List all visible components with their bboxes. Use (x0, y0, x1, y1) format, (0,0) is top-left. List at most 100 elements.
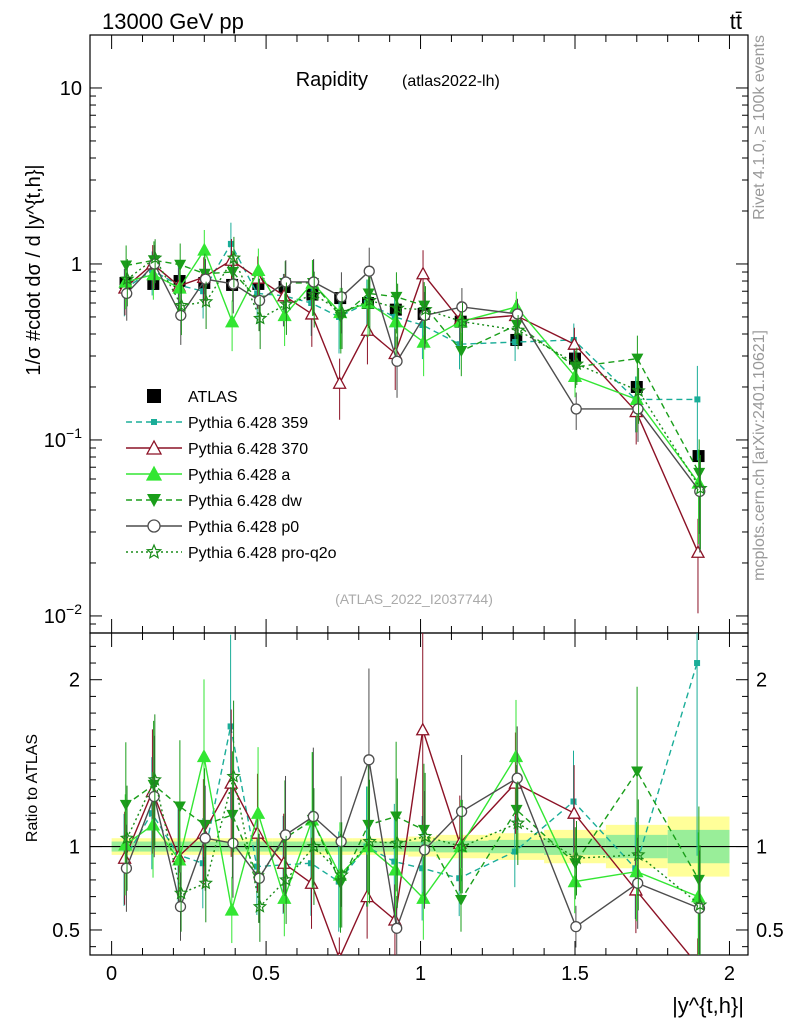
ratio-point-p359 (694, 660, 701, 667)
ratio-series-pdw (119, 686, 705, 954)
x-tick-label: 0.5 (252, 963, 280, 985)
ratio-series-pq2o (119, 700, 708, 955)
x-tick-label: 1.5 (561, 963, 589, 985)
point-pa (277, 308, 292, 322)
ratio-line-p370 (123, 729, 691, 955)
point-pq2o (253, 310, 268, 325)
legend-marker (151, 419, 157, 425)
ratio-point-pa (629, 864, 644, 878)
point-pa (251, 262, 266, 276)
point-pa (146, 267, 161, 281)
legend-item-pdw: Pythia 6.428 dw (126, 493, 302, 510)
point-pq2o (279, 296, 294, 311)
point-pdw (334, 311, 347, 323)
ratio-point-pa (416, 890, 431, 904)
point-pq2o (693, 480, 708, 495)
legend-marker (145, 465, 163, 481)
legend-marker (147, 519, 161, 533)
ratio-point-p370 (250, 825, 265, 839)
ratio-point-pdw (334, 878, 347, 890)
ratio-point-pp0 (511, 772, 523, 784)
point-p370 (276, 288, 292, 302)
legend-item-ATLAS: ATLAS (147, 389, 238, 406)
point-pp0 (121, 287, 133, 300)
legend-label: Pythia 6.428 a (188, 467, 290, 484)
point-p370 (567, 336, 582, 350)
ratio-point-pq2o (306, 839, 322, 853)
point-p359 (227, 240, 234, 247)
point-p359 (456, 341, 463, 348)
point-pp0 (363, 265, 375, 277)
ratio-point-pq2o (455, 839, 470, 853)
legend-item-pq2o: Pythia 6.428 pro-q2o (126, 543, 337, 562)
ratio-point-pq2o (198, 875, 213, 890)
main-y-tick-label: 10−2 (44, 601, 82, 628)
point-pq2o (306, 287, 322, 301)
ratio-point-pa (118, 837, 133, 851)
point-pa (172, 280, 187, 294)
point-pa (360, 295, 376, 309)
point-pq2o (334, 304, 350, 319)
plot-title-suffix: (atlas2022-lh) (402, 73, 500, 90)
ratio-point-p359 (148, 810, 155, 817)
mcplots-label: mcplots.cern.ch [arXiv:2401.10621] (751, 330, 768, 581)
ratio-plot-frame (89, 632, 749, 956)
legend-label: Pythia 6.428 359 (188, 415, 308, 432)
point-pdw (174, 259, 187, 271)
ratio-point-pdw (390, 811, 403, 823)
point-pq2o (174, 298, 189, 312)
ratio-y-axis-label: Ratio to ATLAS (24, 734, 41, 842)
ratio-point-pq2o (252, 899, 268, 913)
main-y-tick-label: 10−1 (44, 425, 82, 452)
point-pp0 (253, 294, 266, 307)
x-tick-label: 2 (724, 963, 735, 985)
point-pa (388, 314, 403, 328)
ratio-point-pa (691, 889, 706, 903)
ratio-point-pp0 (227, 837, 239, 849)
ratio-point-pq2o (173, 885, 189, 900)
ratio-point-pdw (147, 779, 160, 791)
ratio-point-pp0 (279, 829, 292, 841)
legend-marker (145, 543, 163, 559)
series-pp0 (121, 245, 706, 553)
rivet-version-label: Rivet 4.1.0, ≥ 100k events (751, 35, 768, 220)
point-pa (225, 314, 240, 328)
ratio-point-p359 (419, 865, 426, 872)
ratio-point-pdw (510, 804, 523, 816)
main-y-tick-label: 10 (60, 78, 82, 100)
point-pp0 (307, 276, 320, 288)
ratio-point-p370 (628, 882, 643, 896)
ratio-point-pa (196, 749, 212, 763)
ratio-point-pp0 (120, 862, 133, 874)
legend-item-p370: Pythia 6.428 370 (126, 439, 308, 458)
process-label: tt̄ (730, 9, 742, 34)
point-pq2o (569, 356, 584, 371)
ratio-point-p370 (567, 805, 582, 819)
ratio-point-pp0 (455, 805, 468, 818)
ratio-point-pdw (198, 819, 211, 831)
legend-marker (147, 494, 161, 507)
ratio-point-pdw (455, 894, 468, 906)
ratio-point-pq2o (569, 850, 584, 865)
ratio-line-p359 (123, 662, 698, 883)
point-pq2o (120, 271, 135, 286)
ratio-series (117, 633, 708, 955)
ratio-point-p359 (570, 798, 577, 805)
plot-title: Rapidity (atlas2022-lh) (296, 69, 500, 91)
point-pp0 (175, 309, 187, 322)
point-pq2o (147, 250, 163, 265)
point-pa (567, 368, 583, 382)
x-tick-label: 0 (106, 963, 117, 985)
ratio-y-tick-label: 2 (69, 670, 80, 692)
point-pdw (390, 291, 403, 303)
ratio-point-pa (172, 852, 187, 866)
legend-label: Pythia 6.428 dw (188, 493, 302, 510)
ratio-point-pp0 (363, 754, 375, 766)
ratio-point-pa (145, 817, 161, 831)
ratio-series-pp0 (120, 668, 706, 955)
main-y-tick-label: 1 (71, 254, 82, 276)
ratio-y-tick-label-right: 0.5 (756, 920, 784, 942)
ratio-point-pdw (119, 799, 132, 811)
ratio-series-p370 (117, 633, 699, 955)
point-pa (416, 334, 431, 348)
